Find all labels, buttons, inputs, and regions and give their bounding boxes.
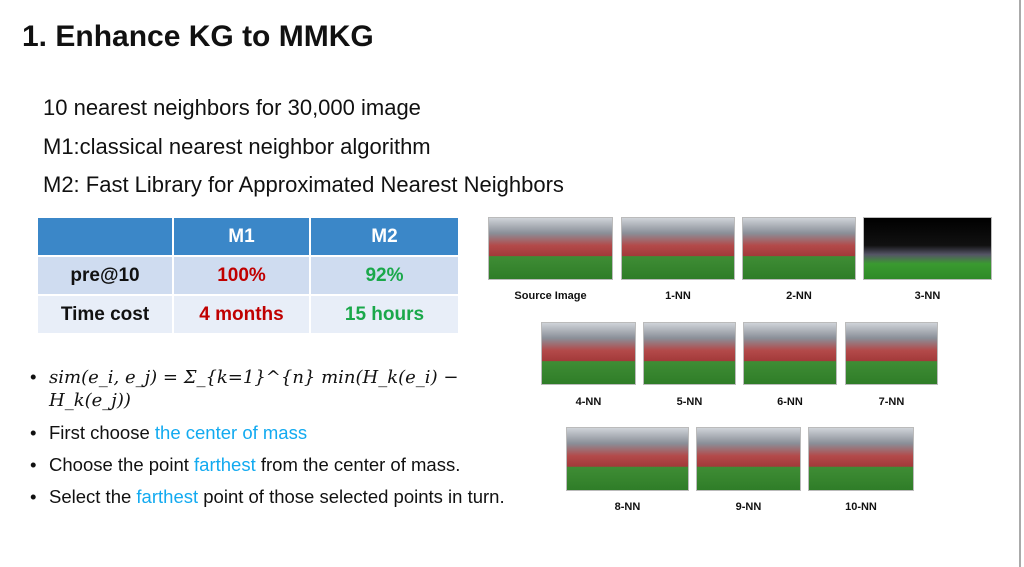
stadium-image xyxy=(643,322,736,385)
m1-value: 4 months xyxy=(174,296,309,333)
bullet-list: sim(e_i, e_j) = Σ_{k=1}^{n} min(H_k(e_i)… xyxy=(30,366,540,518)
bullet-text: point of those selected points in turn. xyxy=(198,486,505,507)
image-caption: 3-NN xyxy=(914,290,941,302)
text-line-2: M1:classical nearest neighbor algorithm xyxy=(43,134,431,159)
image-caption: 5-NN xyxy=(676,396,703,408)
stadium-image xyxy=(488,217,613,280)
image-caption: 7-NN xyxy=(878,396,905,408)
bullet-text: from the center of mass. xyxy=(255,454,461,475)
table-header-row: M1 M2 xyxy=(38,218,458,255)
m1-value: 100% xyxy=(174,257,309,294)
bullet-formula: sim(e_i, e_j) = Σ_{k=1}^{n} min(H_k(e_i)… xyxy=(30,366,540,412)
highlight-text: farthest xyxy=(136,486,199,507)
highlight-text: the center of mass xyxy=(154,422,308,443)
image-caption: 1-NN xyxy=(665,290,691,302)
row-label: pre@10 xyxy=(38,257,172,294)
bullet-text: Choose the point xyxy=(49,454,195,475)
stadium-image xyxy=(808,427,914,491)
slide-border xyxy=(1019,0,1021,567)
text-line-3: M2: Fast Library for Approximated Neares… xyxy=(43,172,564,197)
image-caption: 10-NN xyxy=(845,501,877,513)
comparison-table: M1 M2 pre@10 100% 92% Time cost 4 months… xyxy=(36,216,460,335)
image-caption: 2-NN xyxy=(786,290,812,302)
slide-title: 1. Enhance KG to MMKG xyxy=(22,20,374,53)
m2-value: 15 hours xyxy=(311,296,458,333)
stadium-image xyxy=(743,322,837,385)
image-caption: 8-NN xyxy=(614,501,641,513)
header-m2: M2 xyxy=(311,218,458,255)
bullet-3: Select the farthest point of those selec… xyxy=(30,486,540,508)
stadium-image xyxy=(742,217,856,280)
header-empty xyxy=(38,218,172,255)
m2-value: 92% xyxy=(311,257,458,294)
bullet-2: Choose the point farthest from the cente… xyxy=(30,454,540,476)
table-row: pre@10 100% 92% xyxy=(38,257,458,294)
image-caption: 6-NN xyxy=(777,396,803,408)
header-m1: M1 xyxy=(174,218,309,255)
stadium-image xyxy=(845,322,938,385)
stadium-image xyxy=(621,217,735,280)
image-caption: Source Image xyxy=(514,290,587,302)
stadium-image xyxy=(863,217,992,280)
row-label: Time cost xyxy=(38,296,172,333)
image-caption: 9-NN xyxy=(735,501,762,513)
stadium-image xyxy=(696,427,801,491)
bullet-text: First choose xyxy=(49,422,155,443)
stadium-image xyxy=(541,322,636,385)
highlight-text: farthest xyxy=(194,454,256,475)
stadium-image xyxy=(566,427,689,491)
bullet-1: First choose the center of mass xyxy=(30,422,540,444)
text-line-1: 10 nearest neighbors for 30,000 image xyxy=(43,95,421,120)
similarity-formula: sim(e_i, e_j) = Σ_{k=1}^{n} min(H_k(e_i)… xyxy=(49,367,459,411)
table-row: Time cost 4 months 15 hours xyxy=(38,296,458,333)
bullet-text: Select the xyxy=(49,486,137,507)
image-caption: 4-NN xyxy=(575,396,602,408)
